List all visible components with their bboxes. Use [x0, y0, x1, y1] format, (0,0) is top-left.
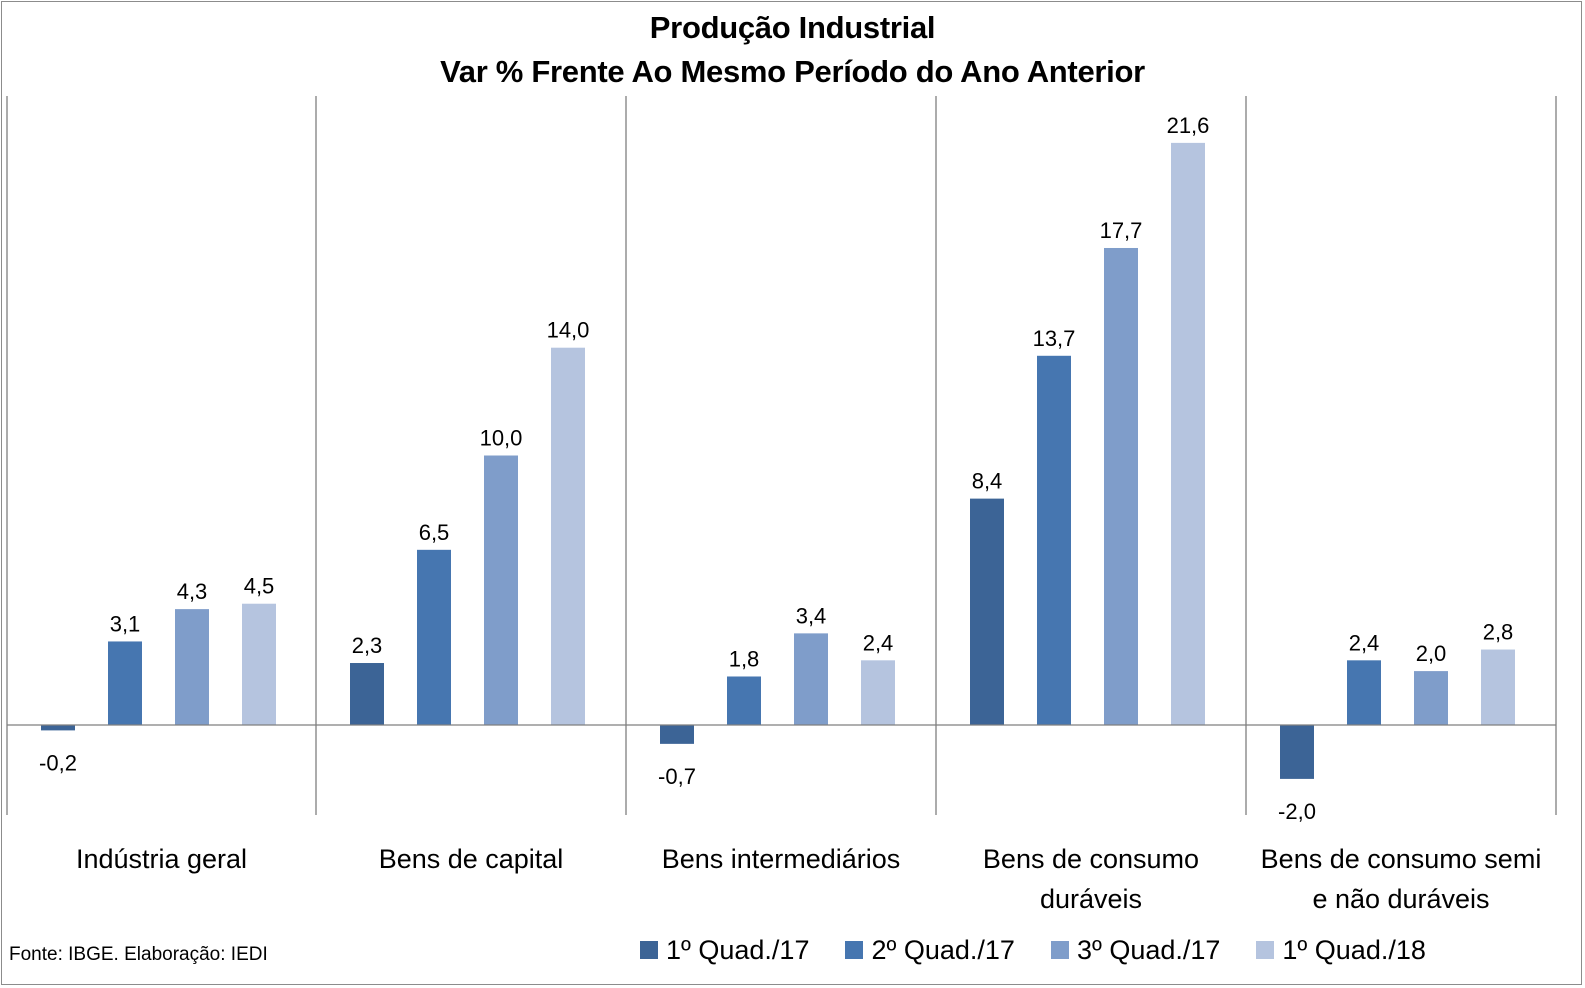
data-label-2-1: 2,3 [352, 633, 383, 658]
data-label-4-3: 17,7 [1100, 218, 1143, 243]
data-label-3-4: 2,4 [863, 630, 894, 655]
category-label-4-2: duráveis [1040, 884, 1142, 914]
data-label-5-2: 2,4 [1349, 630, 1380, 655]
data-label-4-1: 8,4 [972, 469, 1003, 494]
legend-item-4: 1º Quad./18 [1256, 934, 1426, 966]
data-label-4-4: 21,6 [1167, 113, 1210, 138]
data-label-1-4: 4,5 [244, 574, 275, 599]
data-label-3-2: 1,8 [729, 646, 760, 671]
legend-swatch-2 [845, 941, 864, 959]
bar-5-1 [1280, 725, 1314, 779]
bar-chart: -0,2 3,1 4,3 4,5 Indústria geral 2,3 6,5 10,0 14… [6, 96, 1557, 914]
category-label-1-1: Indústria geral [76, 844, 247, 874]
legend-swatch-3 [1050, 941, 1069, 959]
legend: 1º Quad./17 2º Quad./17 3º Quad./17 1º Q… [640, 932, 1426, 968]
legend-label-3: 3º Quad./17 [1076, 934, 1221, 965]
bar-2-4 [551, 347, 585, 725]
data-label-1-1: -0,2 [39, 750, 77, 775]
legend-item-1: 1º Quad./17 [640, 935, 809, 966]
data-label-2-2: 6,5 [419, 520, 450, 545]
bar-5-2 [1347, 660, 1381, 725]
bar-2-1 [350, 663, 384, 725]
legend-item-3: 3º Quad./17 [1050, 934, 1221, 966]
bar-4-2 [1037, 355, 1071, 725]
bar-4-1 [970, 498, 1004, 725]
chart-subtitle: Var % Frente Ao Mesmo Período do Ano Ant… [440, 54, 1145, 89]
legend-swatch-4 [1256, 941, 1275, 959]
legend-swatch-1 [640, 941, 658, 959]
bar-3-1 [660, 725, 694, 744]
bar-1-2 [108, 641, 142, 725]
data-label-5-1: -2,0 [1278, 799, 1316, 824]
source-note: Fonte: IBGE. Elaboração: IEDI [9, 944, 268, 965]
bar-4-3 [1104, 247, 1138, 726]
data-label-5-4: 2,8 [1483, 620, 1514, 645]
legend-label-4: 1º Quad./18 [1282, 934, 1426, 965]
bar-2-2 [417, 549, 451, 725]
category-label-5-2: e não duráveis [1312, 884, 1489, 914]
bar-3-2 [727, 676, 761, 725]
data-label-2-3: 10,0 [480, 426, 523, 451]
data-label-1-2: 3,1 [110, 611, 141, 636]
legend-label-2: 2º Quad./17 [871, 934, 1015, 965]
bar-5-3 [1414, 671, 1448, 725]
bar-4-4 [1171, 142, 1205, 725]
category-label-2-1: Bens de capital [379, 844, 564, 874]
category-label-3-1: Bens intermediários [662, 844, 901, 874]
bar-2-3 [484, 455, 518, 725]
chart-title: Produção Industrial [649, 10, 936, 45]
data-label-5-3: 2,0 [1416, 641, 1447, 666]
data-label-2-4: 14,0 [547, 318, 590, 343]
bar-1-1 [41, 725, 75, 731]
bar-3-4 [861, 660, 895, 725]
data-label-3-1: -0,7 [658, 764, 696, 789]
data-label-3-3: 3,4 [796, 603, 827, 628]
data-label-1-3: 4,3 [177, 579, 208, 604]
bar-1-3 [175, 609, 209, 725]
legend-label-1: 1º Quad./17 [666, 934, 810, 965]
bar-5-4 [1481, 649, 1515, 725]
data-label-4-2: 13,7 [1033, 326, 1076, 351]
legend-item-2: 2º Quad./17 [845, 934, 1015, 966]
bar-3-3 [794, 633, 828, 725]
bar-1-4 [242, 603, 276, 725]
category-label-4-1: Bens de consumo [983, 844, 1199, 874]
category-label-5-1: Bens de consumo semi [1261, 844, 1542, 874]
